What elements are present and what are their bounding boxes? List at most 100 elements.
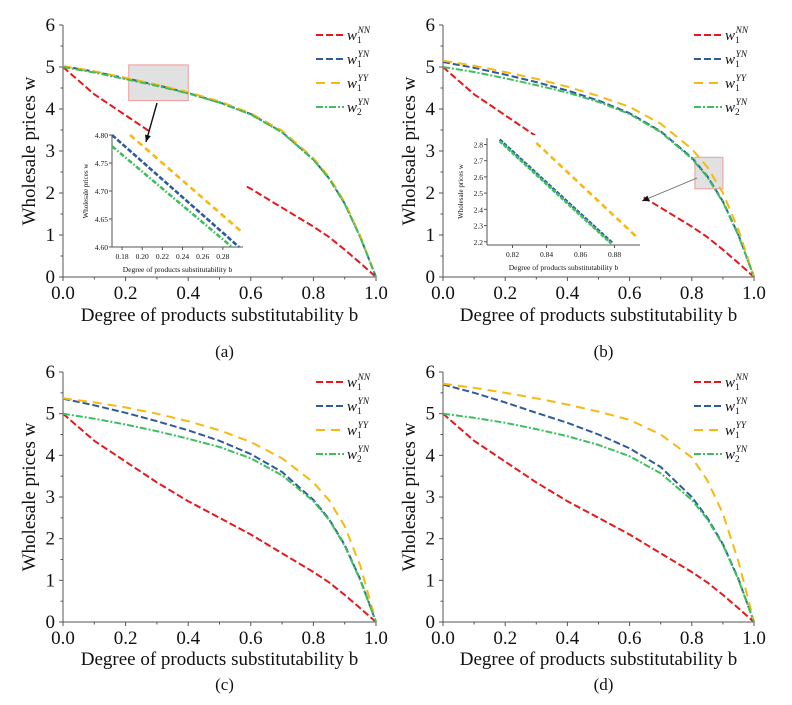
legend-label: w1NN: [725, 373, 749, 393]
inset-x-axis-label: Degree of products substitutability b: [123, 265, 233, 274]
x-tick-label: 0.4: [176, 283, 200, 304]
series-line-w2YN: [442, 66, 755, 278]
y-tick-label: 5: [426, 404, 436, 425]
legend-label: w1YY: [725, 421, 747, 441]
chart-panel-3: 0.0 0.2 0.4 0.6 0.8 1.0 0 1 2 3 4 5 6 Degree of produ…: [399, 362, 766, 694]
y-tick-label: 6: [46, 15, 56, 36]
inset-x-tick-label: 0.82: [506, 250, 519, 259]
x-tick-label: 0.0: [431, 283, 455, 304]
inset-series-line-w2YN: [498, 140, 612, 245]
inset-y-tick-label: 2.3: [474, 222, 484, 231]
series-line-w1YY: [442, 59, 755, 278]
legend-label: w1YN: [347, 50, 370, 70]
x-tick-label: 0.8: [680, 628, 704, 649]
legend-label: w1YY: [347, 421, 369, 441]
series-line-w1NN: [442, 412, 755, 623]
y-tick-label: 4: [46, 99, 56, 120]
x-tick-label: 0.8: [680, 283, 704, 304]
y-axis-label: Wholesale prices w: [19, 422, 40, 571]
panel-label: (c): [215, 675, 234, 694]
x-axis-label: Degree of products substitutability b: [81, 649, 359, 670]
legend-item-w1YN: w1YN: [694, 397, 748, 417]
y-tick-label: 1: [46, 570, 56, 591]
series-line-w1NN: [62, 66, 377, 278]
y-tick-label: 3: [46, 487, 56, 508]
x-tick-label: 1.0: [364, 283, 388, 304]
inset-series-line-w1YN: [111, 134, 240, 248]
x-tick-label: 0.2: [493, 628, 517, 649]
inset-x-axis-label: Degree of products substitutability b: [509, 263, 619, 272]
y-tick-label: 0: [46, 267, 56, 288]
legend-item-w1NN: w1NN: [694, 26, 749, 46]
inset-y-tick-label: 4.80: [95, 131, 108, 140]
legend-label: w2YN: [347, 98, 370, 118]
legend-label: w1NN: [725, 26, 749, 46]
y-tick-label: 4: [46, 445, 56, 466]
inset-chart: 0.82 0.84 0.86 0.88 2.2 2.3 2.4 2.5 2.6 2.7 2.8 Deg…: [457, 135, 698, 272]
zoom-highlight-box: [694, 156, 724, 190]
y-tick-label: 6: [426, 15, 436, 36]
x-tick-label: 0.2: [114, 283, 138, 304]
y-tick-label: 1: [426, 225, 436, 246]
y-tick-label: 2: [426, 529, 436, 550]
x-tick-label: 0.6: [239, 283, 263, 304]
inset-x-tick-label: 0.18: [116, 252, 129, 261]
legend-label: w1YN: [725, 50, 748, 70]
chart-panel-1: 0.0 0.2 0.4 0.6 0.8 1.0 0 1 2 3 4 5 6 Degree of produ…: [399, 15, 766, 361]
legend-label: w2YN: [725, 98, 748, 118]
inset-y-tick-label: 2.5: [474, 189, 484, 198]
x-axis-label: Degree of products substitutability b: [460, 649, 738, 670]
y-tick-label: 5: [426, 57, 436, 78]
y-tick-label: 5: [46, 404, 56, 425]
legend-label: w2YN: [725, 445, 748, 465]
legend-item-w1YN: w1YN: [316, 50, 370, 70]
panel-label: (d): [594, 675, 614, 694]
y-tick-label: 3: [46, 141, 56, 162]
x-tick-label: 0.4: [556, 283, 580, 304]
y-axis-label: Wholesale prices w: [399, 76, 420, 225]
series-line-w1YY: [62, 65, 377, 278]
x-tick-label: 0.6: [618, 628, 642, 649]
inset-x-tick-label: 0.20: [136, 252, 149, 261]
inset-x-tick-label: 0.26: [196, 252, 209, 261]
y-tick-label: 4: [426, 445, 436, 466]
inset-series-line-w1YY: [129, 134, 244, 234]
inset-y-tick-label: 4.65: [95, 215, 108, 224]
inset-y-tick-label: 2.7: [474, 157, 484, 166]
x-tick-label: 0.0: [51, 283, 75, 304]
series-line-w2YN: [62, 412, 377, 623]
x-tick-label: 0.2: [493, 283, 517, 304]
series-line-w2YN: [442, 412, 755, 623]
legend-item-w1NN: w1NN: [694, 373, 749, 393]
legend-item-w1YY: w1YY: [694, 421, 747, 441]
x-tick-label: 0.2: [114, 628, 138, 649]
inset-x-tick-label: 0.24: [176, 252, 189, 261]
series-line-w1YN: [442, 383, 755, 623]
y-tick-label: 6: [46, 362, 56, 383]
y-tick-label: 2: [426, 183, 436, 204]
x-tick-label: 0.0: [51, 628, 75, 649]
x-tick-label: 0.6: [239, 628, 263, 649]
series-line-w1NN: [62, 412, 377, 623]
inset-y-axis-label: Wholesale prices w: [457, 163, 465, 219]
legend-item-w1YY: w1YY: [316, 421, 369, 441]
chart-panel-2: 0.0 0.2 0.4 0.6 0.8 1.0 0 1 2 3 4 5 6 Degree of produ…: [19, 362, 388, 694]
y-tick-label: 0: [46, 612, 56, 633]
x-tick-label: 1.0: [364, 628, 388, 649]
y-tick-label: 4: [426, 99, 436, 120]
inset-y-tick-label: 4.75: [95, 159, 108, 168]
y-tick-label: 1: [426, 570, 436, 591]
panel-label: (a): [215, 342, 234, 361]
legend-label: w1NN: [347, 26, 371, 46]
inset-x-tick-label: 0.88: [608, 250, 621, 259]
y-axis-label: Wholesale prices w: [19, 76, 40, 225]
y-tick-label: 1: [46, 225, 56, 246]
x-tick-label: 0.6: [618, 283, 642, 304]
legend-item-w1NN: w1NN: [316, 26, 371, 46]
y-tick-label: 2: [46, 529, 56, 550]
inset-x-tick-label: 0.86: [574, 250, 587, 259]
y-tick-label: 2: [46, 183, 56, 204]
legend-item-w2YN: w2YN: [316, 98, 370, 118]
x-tick-label: 0.4: [556, 628, 580, 649]
